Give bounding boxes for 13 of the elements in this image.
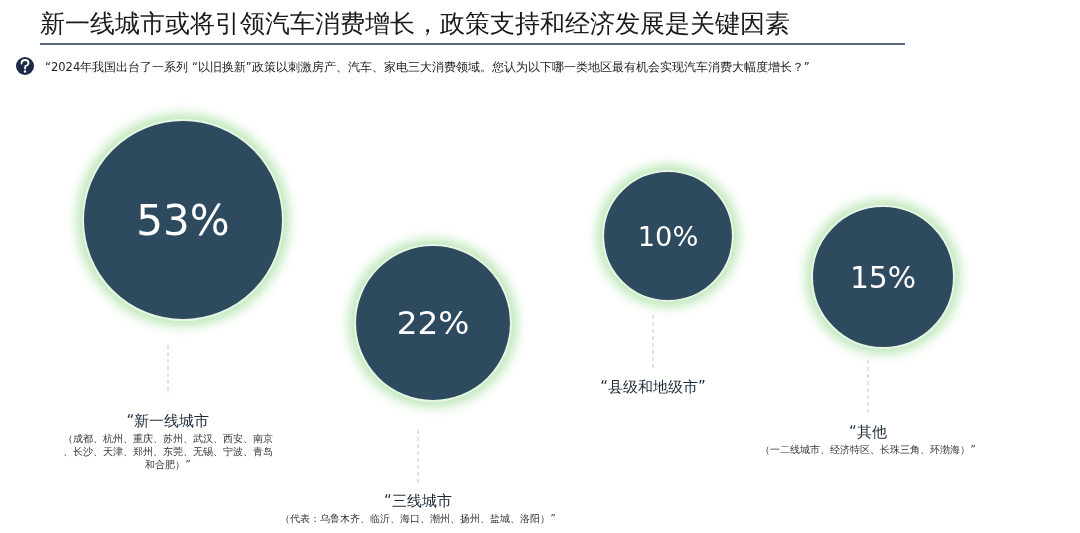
text: （成都、杭州、重庆、苏州、武汉、西安、南京、长沙、天津、郑州、东莞、无锡、宁波、青岛和合肥）” xyxy=(63,433,273,470)
text: （代表：乌鲁木齐、临沂、海口、潮州、扬州、盐城、洛阳）” xyxy=(280,513,556,524)
category-label: “其他 xyxy=(849,423,887,441)
data-label: 22% xyxy=(396,304,470,342)
category-label: “县级和地级市” xyxy=(600,378,706,396)
data-label: 10% xyxy=(637,220,699,252)
data-label: 15% xyxy=(849,259,917,295)
category-label: “新一线城市 xyxy=(126,412,210,430)
category-label: “三线城市 xyxy=(384,492,452,510)
data-label: 53% xyxy=(136,195,230,245)
text: 新一线城市或将引领汽车消费增长，政策支持和经济发展是关键因素 xyxy=(40,9,790,38)
text: （一二线城市、经济特区、长珠三角、环渤海）” xyxy=(760,444,976,455)
text: “2024年我国出台了一系列 “以旧换新”政策以刺激房产、汽车、家电三大消费领域。您认为以下哪一类地区最有机会实现汽车消费大幅度增长？” xyxy=(45,60,810,74)
